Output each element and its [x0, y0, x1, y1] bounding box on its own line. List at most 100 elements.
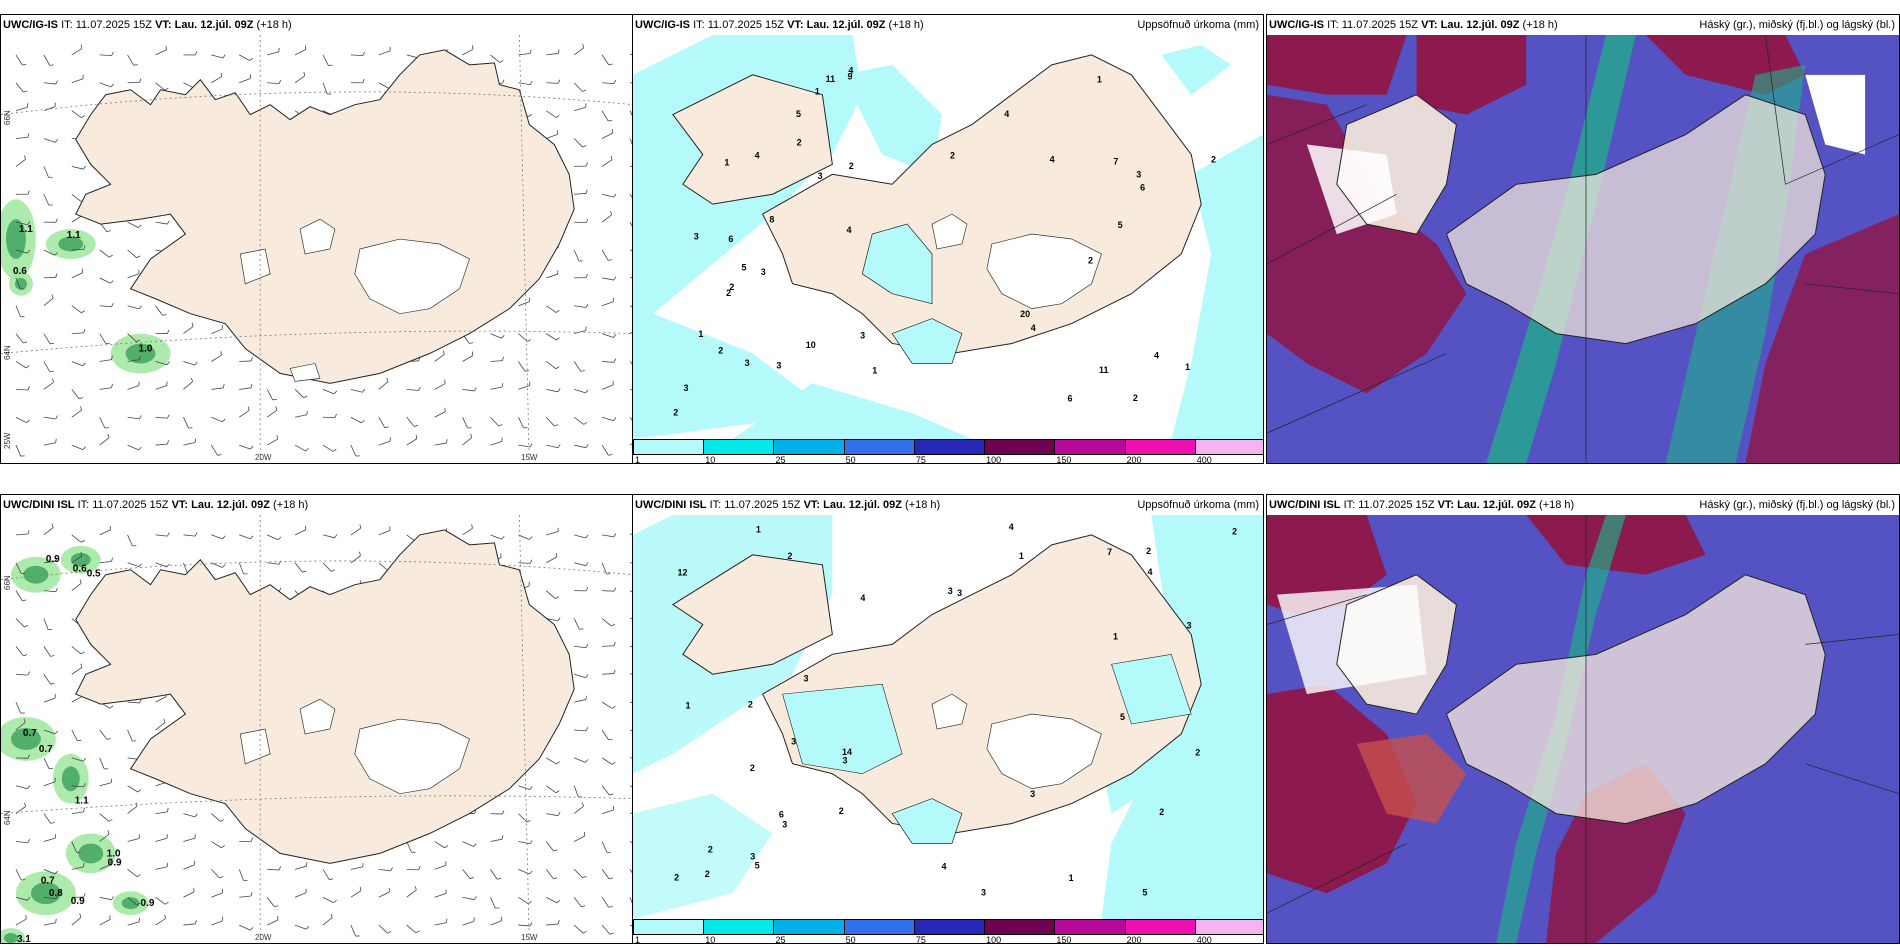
colorbar-segment [843, 919, 915, 935]
wind-value-label: 0.8 [49, 888, 63, 899]
wind-value-label: 0.9 [108, 857, 122, 868]
colorbar-segment [1124, 919, 1196, 935]
colorbar-segment [633, 439, 705, 455]
precip-value-label: 11 [826, 74, 835, 84]
precip-value-label: 7 [1113, 157, 1118, 167]
cloud-panel-row1: UWC/IG-IS IT: 11.07.2025 15Z VT: Lau. 12… [1266, 14, 1900, 464]
precip-value-label: 2 [748, 700, 753, 710]
colorbar-tick-label: 100 [986, 455, 1002, 464]
precip-value-label: 5 [1118, 220, 1123, 230]
precip-value-label: 4 [1147, 567, 1152, 577]
colorbar-tick-label: 10 [705, 455, 716, 464]
precip-value-label: 3 [761, 267, 766, 277]
colorbar-segment [773, 439, 845, 455]
precip-value-label: 2 [1195, 747, 1200, 757]
precip-value-label: 5 [742, 263, 747, 273]
panel-header: UWC/IG-IS IT: 11.07.2025 15Z VT: Lau. 12… [635, 19, 924, 31]
precip-value-label: 1 [724, 157, 729, 167]
precip-value-label: 3 [776, 361, 781, 371]
precip-map: 3 4 3 12 5 4 2 3 2 7 1 2 1 6 14 2 3 2 2 3 2 3 4 5 2 1 2 3 4 3 5 1 1 2 3 2 3 [633, 515, 1263, 919]
precip-value-label: 1 [815, 86, 820, 96]
precip-value-label: 2 [1159, 807, 1164, 817]
panel-header: UWC/IG-IS IT: 11.07.2025 15Z VT: Lau. 12… [3, 19, 292, 31]
wind-map: 1.1 1.1 0.6 1.0 [1, 35, 633, 463]
colorbar: 1 10 25 50 75 100 150 200 400 [633, 919, 1263, 943]
precip-value-label: 3 [948, 586, 953, 596]
colorbar-tick-label: 200 [1126, 935, 1142, 944]
precip-value-label: 3 [860, 330, 865, 340]
precip-value-label: 12 [678, 568, 688, 578]
glacier-hofsjokull [239, 728, 271, 765]
lat-line [1, 560, 633, 581]
panel-title: Háský (gr.), miðský (fj.bl.) og lágský (… [1699, 19, 1895, 31]
precip-value-label: 6 [728, 234, 733, 244]
wind-value-label: 1.1 [67, 230, 81, 241]
colorbar-tick-label: 75 [915, 455, 926, 464]
precip-value-label: 3 [745, 358, 750, 368]
precip-value-label: 1 [1069, 873, 1074, 883]
wind-value-label: 0.9 [141, 898, 155, 909]
colorbar-tick-label: 400 [1196, 455, 1212, 464]
precip-value-label: 4 [1031, 323, 1036, 333]
colorbar-segment [1054, 439, 1126, 455]
wind-value-label: 1.0 [107, 848, 121, 859]
precip-value-label: 6 [1068, 394, 1073, 404]
wind-panel-row2: UWC/DINI ISL IT: 11.07.2025 15Z VT: Lau.… [0, 494, 634, 944]
precip-value-label: 8 [769, 214, 774, 224]
colorbar-segment [913, 439, 986, 455]
precip-value-label: 6 [1140, 182, 1145, 192]
precip-value-label: 1 [756, 525, 761, 535]
colorbar: 1 10 25 50 75 100 150 200 400 [633, 439, 1263, 463]
colorbar-segment [913, 919, 986, 935]
colorbar-segment [703, 919, 775, 935]
wind-value-label: 0.6 [73, 564, 87, 575]
wind-value-label: 0.7 [39, 744, 53, 755]
colorbar-tick-label: 25 [775, 935, 786, 944]
precip-value-label: 3 [782, 820, 787, 830]
colorbar-segment [1124, 439, 1196, 455]
precip-value-label: 6 [779, 810, 784, 820]
colorbar-tick-label: 50 [845, 455, 856, 464]
precip-value-label: 3 [1187, 621, 1192, 631]
lat-line [1, 330, 633, 354]
precip-value-label: 2 [839, 806, 844, 816]
precip-value-label: 2 [726, 288, 731, 298]
precip-value-label: 3 [818, 171, 823, 181]
wind-value-label: 0.6 [13, 266, 27, 277]
precip-value-label: 4 [848, 66, 853, 76]
glacier-myrdalsjokull [289, 363, 321, 382]
lat-label-64n: 64N [3, 345, 12, 360]
precip-value-label: 3 [684, 383, 689, 393]
panel-title: Uppsöfnuð úrkoma (mm) [1137, 19, 1259, 31]
precip-value-label: 5 [1120, 712, 1125, 722]
precip-value-label: 11 [1099, 365, 1108, 375]
colorbar-segment [1194, 439, 1263, 455]
precip-value-label: 7 [1107, 547, 1112, 557]
precip-value-label: 1 [698, 329, 703, 339]
cloud-map [1267, 35, 1899, 463]
colorbar-segment [843, 439, 915, 455]
precip-value-label: 4 [1004, 109, 1009, 119]
precip-value-label: 9 [848, 71, 853, 81]
precip-value-label: 1 [686, 700, 691, 710]
colorbar-tick-label: 75 [915, 935, 926, 944]
precip-value-label: 3 [981, 888, 986, 898]
lon-label-20w: 20W [255, 933, 272, 942]
precip-value-label: 2 [673, 408, 678, 418]
panel-title: Uppsöfnuð úrkoma (mm) [1137, 499, 1259, 511]
wind-value-label: 0.7 [23, 728, 37, 739]
wind-value-label: 0.7 [41, 875, 55, 886]
lon-line [518, 515, 530, 943]
lon-label-20w: 20W [255, 453, 272, 462]
glacier-vatnajokull [354, 238, 470, 315]
colorbar-tick-label: 150 [1056, 935, 1072, 944]
wind-value-label: 1.0 [139, 344, 153, 355]
lon-label-15w: 15W [521, 453, 538, 462]
colorbar-tick-label: 150 [1056, 455, 1072, 464]
precip-value-label: 2 [787, 551, 792, 561]
colorbar-segment [984, 919, 1056, 935]
lat-label-66n: 66N [3, 110, 12, 125]
precip-value-label: 1 [1113, 631, 1118, 641]
colorbar-tick-label: 1 [635, 455, 641, 464]
precip-value-label: 4 [847, 225, 852, 235]
